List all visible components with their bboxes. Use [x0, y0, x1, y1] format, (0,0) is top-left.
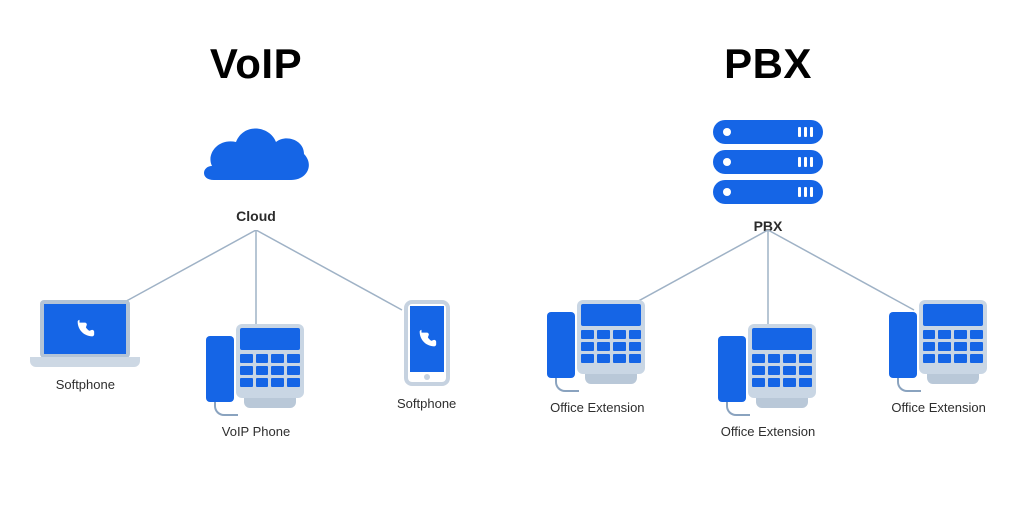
voip-leaf-1-label: VoIP Phone [222, 424, 290, 441]
pbx-leaf-1-label: Office Extension [721, 424, 815, 441]
voip-leaves: Softphone VoIP Phone Softphone [0, 300, 512, 441]
voip-leaf-smartphone: Softphone [347, 300, 507, 413]
voip-leaf-deskphone: VoIP Phone [176, 324, 336, 441]
office-deskphone-icon [889, 300, 989, 390]
smartphone-softphone-icon [404, 300, 450, 386]
voip-leaf-0-label: Softphone [56, 377, 115, 394]
voip-deskphone-icon [206, 324, 306, 414]
pbx-leaves: Office Extension Office Extension [512, 300, 1024, 441]
pbx-leaf-2-label: Office Extension [891, 400, 985, 417]
pbx-leaf-0: Office Extension [517, 300, 677, 417]
pbx-leaf-0-label: Office Extension [550, 400, 644, 417]
pbx-title: PBX [512, 40, 1024, 88]
voip-hub-label: Cloud [236, 208, 276, 224]
voip-hub: Cloud [0, 120, 512, 224]
cloud-icon [196, 120, 316, 200]
office-deskphone-icon [718, 324, 818, 414]
voip-panel: VoIP Cloud Softphone [0, 0, 512, 517]
laptop-softphone-icon [30, 300, 140, 367]
voip-leaf-2-label: Softphone [397, 396, 456, 413]
voip-leaf-laptop: Softphone [5, 300, 165, 394]
office-deskphone-icon [547, 300, 647, 390]
server-stack-icon [713, 120, 823, 210]
pbx-panel: PBX PBX Office Extension [512, 0, 1024, 517]
pbx-hub: PBX [512, 120, 1024, 234]
pbx-leaf-1: Office Extension [688, 324, 848, 441]
pbx-hub-label: PBX [754, 218, 783, 234]
pbx-leaf-2: Office Extension [859, 300, 1019, 417]
voip-title: VoIP [0, 40, 512, 88]
